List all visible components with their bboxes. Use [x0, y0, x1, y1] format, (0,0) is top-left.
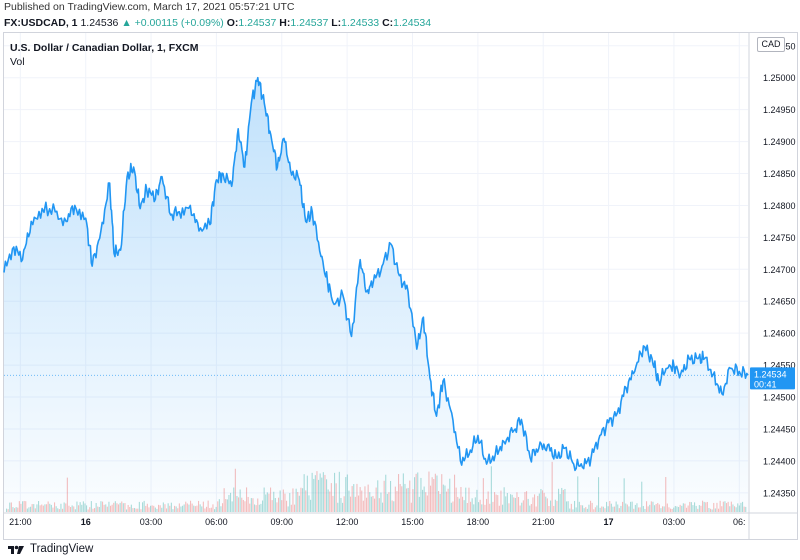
price-change: +0.00115 (+0.09%) [134, 17, 224, 29]
y-tick-label: 1.24850 [763, 169, 796, 179]
x-tick-label: 06: [733, 517, 746, 527]
x-tick-label: 17 [604, 517, 614, 527]
tradingview-logo[interactable]: TradingView [7, 540, 93, 558]
x-tick-label: 21:00 [9, 517, 32, 527]
y-tick-label: 1.24400 [763, 456, 796, 466]
chart-title: U.S. Dollar / Canadian Dollar, 1, FXCM [10, 42, 199, 54]
volume-label: Vol [10, 56, 25, 68]
symbol-label[interactable]: FX:USDCAD, 1 [4, 17, 78, 29]
y-tick-label: 1.24800 [763, 201, 796, 211]
y-tick-label: 1.24700 [763, 265, 796, 275]
current-price-value: 1.24534 [754, 369, 787, 379]
up-arrow-icon: ▲ [121, 17, 132, 29]
y-tick-label: 1.24500 [763, 393, 796, 403]
current-price-badge [750, 367, 795, 390]
tradingview-logo-icon [8, 545, 24, 554]
y-tick-label: 1.24450 [763, 424, 796, 434]
last-price: 1.24536 [80, 17, 119, 29]
y-tick-label: 1.24900 [763, 137, 796, 147]
x-tick-label: 12:00 [336, 517, 359, 527]
y-tick-label: 1.24550 [763, 361, 796, 371]
x-tick-label: 16 [81, 517, 91, 527]
open-label: O: [226, 17, 239, 29]
x-tick-label: 15:00 [401, 517, 424, 527]
y-tick-label: 1.24350 [763, 488, 796, 498]
y-tick-label: 1.24650 [763, 297, 796, 307]
x-tick-label: 09:00 [271, 517, 294, 527]
ticker-line: FX:USDCAD, 1 1.24536 ▲ +0.00115 (+0.09%)… [4, 17, 431, 29]
currency-badge[interactable]: CAD [757, 37, 785, 52]
price-line[interactable] [3, 76, 749, 472]
price-area-fill [4, 77, 748, 512]
x-tick-label: 03:00 [140, 517, 163, 527]
close-label: C: [382, 17, 394, 29]
chart-frame [3, 32, 798, 540]
tradingview-brand: TradingView [30, 543, 94, 555]
x-tick-label: 06:00 [205, 517, 228, 527]
x-tick-label: 03:00 [663, 517, 686, 527]
high-value: 1.24537 [290, 17, 329, 29]
close-value: 1.24534 [393, 17, 432, 29]
published-line: Published on TradingView.com, March 17, … [4, 1, 295, 13]
open-value: 1.24537 [238, 17, 277, 29]
y-tick-label: 1.24750 [763, 233, 796, 243]
low-value: 1.24533 [341, 17, 380, 29]
high-label: H: [279, 17, 291, 29]
bar-countdown: 00:41 [754, 379, 777, 389]
y-tick-label: 1.25000 [763, 73, 796, 83]
y-tick-label: 1.24600 [763, 329, 796, 339]
x-tick-label: 21:00 [532, 517, 555, 527]
low-label: L: [331, 17, 342, 29]
y-tick-label: 1.24950 [763, 105, 796, 115]
x-tick-label: 18:00 [467, 517, 490, 527]
